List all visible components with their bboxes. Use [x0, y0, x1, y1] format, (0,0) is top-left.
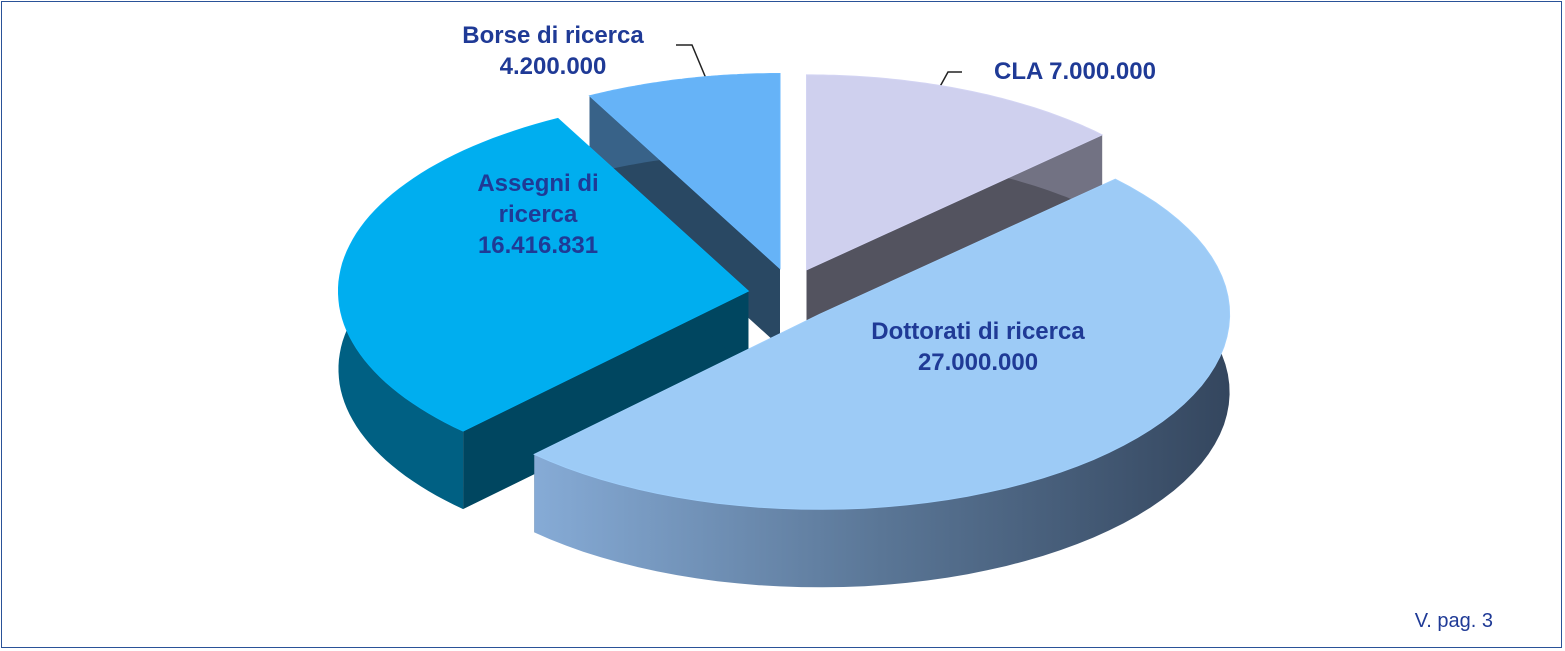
category-label: Dottorati di ricerca — [871, 318, 1085, 345]
slice-label: Dottorati di ricerca 27.000.000 — [798, 316, 1158, 378]
slice — [533, 178, 1231, 510]
value-label: 4.200.000 — [499, 53, 607, 80]
slice-wall — [534, 179, 1230, 588]
category-label: Assegni di ricerca — [477, 170, 599, 228]
slice — [588, 73, 781, 270]
value-label: 7.000.000 — [1049, 58, 1156, 85]
category-label: Borse di ricerca — [462, 22, 644, 49]
slice-label: CLA 7.000.000 — [994, 56, 1156, 87]
slice — [806, 74, 1104, 271]
value-label: 16.416.831 — [477, 232, 599, 259]
leader-line — [676, 44, 711, 89]
value-label: 27.000.000 — [917, 349, 1039, 376]
slice-label: Assegni di ricerca 16.416.831 — [453, 168, 623, 261]
category-label: CLA — [994, 58, 1043, 85]
footnote: V. pag. 3 — [1414, 610, 1493, 632]
slice-label: Borse di ricerca 4.200.000 — [413, 20, 693, 82]
slice — [338, 117, 750, 432]
